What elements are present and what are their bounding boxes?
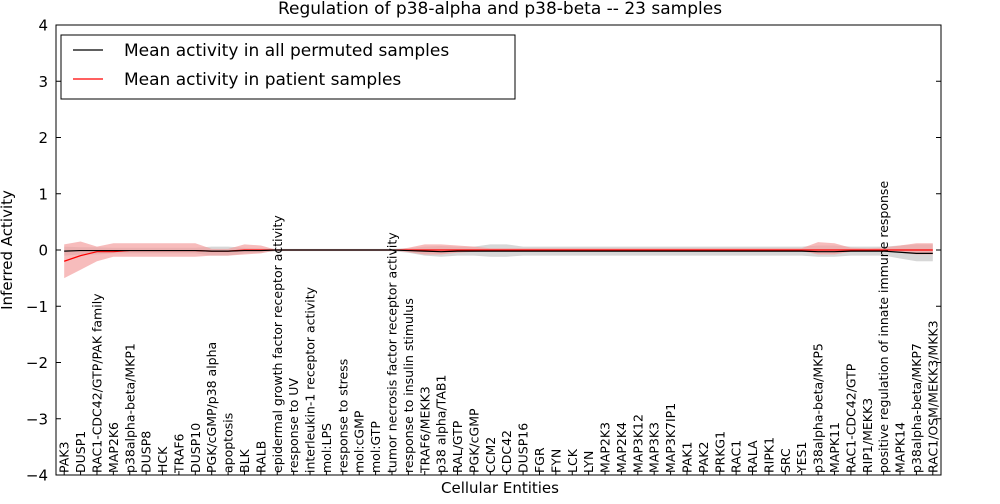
x-tick-label: SRC [778, 448, 793, 473]
y-tick-label: −4 [26, 467, 48, 485]
x-tick-label: BLK [237, 448, 252, 473]
x-tick-label: RAC1/OSM/MEKK3/MKK3 [925, 320, 940, 473]
x-tick-label: LCK [565, 448, 580, 473]
x-tick-label: RAC1 [729, 440, 744, 473]
y-tick-label: 1 [38, 185, 48, 203]
y-tick-label: −2 [26, 354, 48, 372]
x-tick-label: FGR [532, 447, 547, 473]
x-tick-label: mol:LPS [319, 423, 334, 473]
x-tick-label: RIP1/MEKK3 [860, 398, 875, 473]
y-tick-label: −3 [26, 410, 48, 428]
x-tick-label: response to stress [335, 359, 350, 473]
series-line-permuted [64, 249, 933, 254]
x-tick-label: PAK1 [679, 442, 694, 473]
x-tick-label: DUSP8 [139, 431, 154, 473]
x-tick-label: DUSP10 [188, 423, 203, 473]
legend-frame [60, 34, 516, 100]
y-tick-label: 0 [38, 242, 48, 260]
x-tick-label: TRAF6 [171, 433, 186, 474]
x-tick-label: MAP2K4 [614, 422, 629, 473]
x-tick-label: response to insulin stimulus [401, 298, 416, 473]
x-tick-label: LYN [581, 451, 596, 473]
x-tick-label: PGK/cGMP/p38 alpha [204, 342, 219, 473]
x-tick-label: interleukin-1 receptor activity [303, 286, 318, 473]
x-tick-label: RIPK1 [761, 437, 776, 473]
plot-area: −4 −3 −2 −1 0 1 2 3 4 PAK3 DUSP1 RAC1-CDC42/GTP/PAK… [26, 17, 942, 485]
x-tick-label: epidermal growth factor receptor activit… [270, 215, 285, 473]
y-tick-label: 2 [38, 129, 48, 147]
x-tick-label: PAK2 [696, 442, 711, 473]
x-tick-label: mol:GTP [368, 421, 383, 473]
x-tick-label: RAC1-CDC42/GTP [843, 363, 858, 473]
x-tick-label: apoptosis [221, 413, 236, 473]
x-tick-label: RAL/GTP [450, 420, 465, 473]
x-tick-label: PRKG1 [712, 431, 727, 473]
x-tick-label: DUSP1 [73, 431, 88, 473]
x-tick-label: MAPK11 [827, 422, 842, 473]
legend-label-patient: Mean activity in patient samples [124, 70, 401, 90]
x-tick-label: MAP3K12 [630, 414, 645, 473]
legend: Mean activity in all permuted samples Me… [60, 34, 516, 100]
x-tick-label: positive regulation of innate immune res… [876, 181, 891, 473]
x-tick-label: MAP3K3 [647, 422, 662, 473]
y-tick-label: 4 [38, 17, 48, 35]
x-tick-label: HCK [155, 446, 170, 473]
x-tick-label: MAP3K7IP1 [663, 403, 678, 473]
x-tick-label: p38 alpha/TAB1 [434, 375, 449, 473]
x-tick-label: p38alpha-beta/MKP5 [811, 343, 826, 473]
x-tick-label: mol:cGMP [352, 410, 367, 473]
x-tick-label: RAC1-CDC42/GTP/PAK family [89, 293, 104, 473]
x-tick-label: tumor necrosis factor receptor activity [384, 232, 399, 473]
y-axis-label: Inferred Activity [0, 190, 16, 310]
y-tick-label: −1 [26, 298, 48, 316]
x-tick-label: CDC42 [499, 430, 514, 473]
x-tick-label: DUSP16 [516, 423, 531, 473]
chart-title: Regulation of p38-alpha and p38-beta -- … [278, 0, 722, 19]
x-tick-label: MAP2K3 [598, 422, 613, 473]
legend-label-permuted: Mean activity in all permuted samples [124, 41, 449, 61]
y-tick-label: 3 [38, 73, 48, 91]
x-tick-label: PAK3 [57, 442, 72, 473]
x-tick-label: RALA [745, 440, 760, 473]
x-tick-label: TRAF6/MEKK3 [417, 386, 432, 474]
x-tick-label: CCM2 [483, 437, 498, 473]
x-tick-label: YES1 [794, 442, 809, 474]
x-tick-label: FYN [548, 449, 563, 473]
x-tick-label: p38alpha-beta/MKP7 [909, 343, 924, 473]
x-tick-label: MAPK14 [893, 422, 908, 473]
x-tick-label: response to UV [286, 378, 301, 473]
x-axis-label: Cellular Entities [441, 479, 559, 497]
x-tick-label: PGK/cGMP [466, 408, 481, 473]
x-tick-label: p38alpha-beta/MKP1 [122, 343, 137, 473]
x-tick-label: RALB [253, 441, 268, 473]
x-tick-label: MAP2K6 [106, 422, 121, 473]
